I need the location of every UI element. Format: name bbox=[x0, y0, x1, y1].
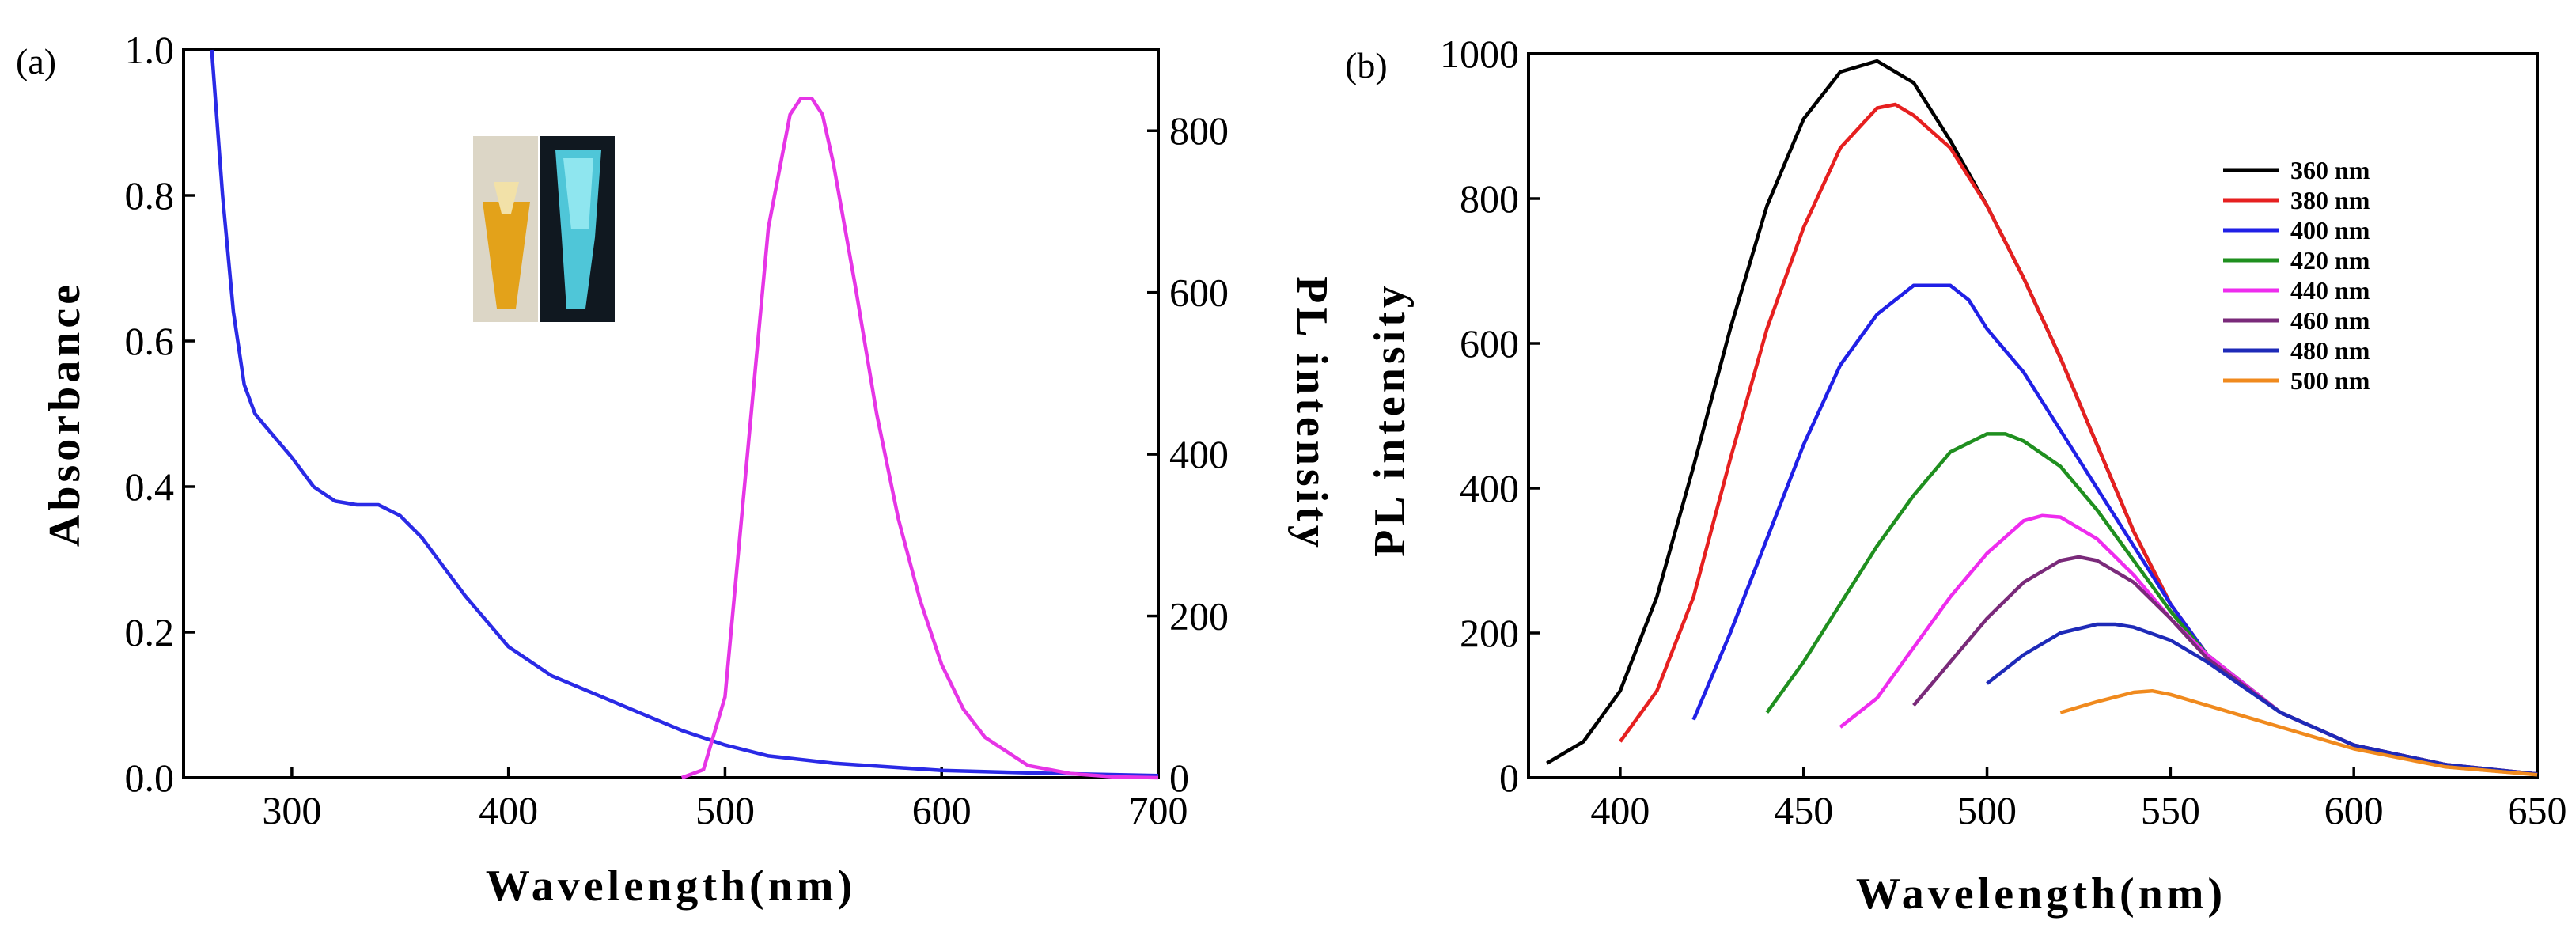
a-y-tick-label: 0.8 bbox=[125, 173, 175, 218]
a-series-line-absorbance bbox=[210, 49, 1159, 778]
a-x-tick-label: 700 bbox=[1129, 788, 1188, 832]
panel-a-label: (a) bbox=[16, 41, 56, 81]
a-x-tick-label: 500 bbox=[695, 788, 755, 832]
inset-vial-uv-glow bbox=[563, 158, 593, 229]
panel-a-plot-frame bbox=[182, 48, 1160, 779]
b-y-tick-label: 0 bbox=[1499, 756, 1519, 800]
b-x-tick-label: 550 bbox=[2141, 788, 2200, 832]
b-series-line-400-nm bbox=[1691, 283, 2538, 776]
b-y-tick-label: 800 bbox=[1460, 176, 1519, 221]
a-x-tick-label: 600 bbox=[912, 788, 972, 832]
a-y2-tick-label: 0 bbox=[1169, 756, 1189, 800]
panel-b-y-axis-label: PL intensity bbox=[1366, 282, 1415, 557]
b-series-line-360-nm bbox=[1546, 59, 2538, 776]
b-x-tick-label: 650 bbox=[2508, 788, 2567, 832]
a-y2-tick-label: 400 bbox=[1169, 432, 1229, 476]
legend-label: 400 nm bbox=[2290, 216, 2370, 244]
panel-b-series bbox=[1546, 59, 2538, 777]
panel-a-y2-axis-label: PL intensity bbox=[1287, 276, 1336, 551]
b-series-line-440-nm bbox=[1839, 513, 2538, 776]
legend-label: 360 nm bbox=[2290, 156, 2370, 184]
a-series-line-pl-intensity bbox=[680, 97, 1159, 780]
panel-b-label: (b) bbox=[1345, 45, 1388, 85]
b-series-line-500-nm bbox=[2059, 688, 2538, 777]
b-series-line-380-nm bbox=[1619, 102, 2538, 776]
panel-a: (a) 300 400 500 600 700 0.0 0.2 0.4 0.6 0.8 1.0 0 20… bbox=[16, 28, 1336, 911]
b-y-tick-label: 400 bbox=[1460, 466, 1519, 510]
panel-a-y-axis-label: Absorbance bbox=[40, 281, 89, 547]
a-x-tick-label: 400 bbox=[479, 788, 538, 832]
a-y2-tick-label: 800 bbox=[1169, 108, 1229, 153]
a-y2-tick-label: 200 bbox=[1169, 594, 1229, 639]
b-series-line-480-nm bbox=[1986, 622, 2538, 776]
panel-a-x-axis-label: Wavelength(nm) bbox=[486, 862, 856, 911]
a-y-tick-label: 0.2 bbox=[125, 610, 175, 654]
a-y-tick-label: 0.0 bbox=[125, 756, 175, 800]
b-x-tick-label: 400 bbox=[1590, 788, 1650, 832]
a-y-tick-label: 1.0 bbox=[125, 28, 175, 72]
legend-label: 440 nm bbox=[2290, 276, 2370, 305]
legend-label: 460 nm bbox=[2290, 306, 2370, 335]
a-y-tick-label: 0.6 bbox=[125, 319, 175, 363]
legend-label: 380 nm bbox=[2290, 186, 2370, 214]
panel-a-ticks: 300 400 500 600 700 0.0 0.2 0.4 0.6 0.8 1.0 0 200 400… bbox=[125, 28, 1229, 832]
b-y-tick-label: 600 bbox=[1460, 321, 1519, 366]
legend-label: 420 nm bbox=[2290, 246, 2370, 275]
legend-label: 500 nm bbox=[2290, 366, 2370, 395]
a-y2-tick-label: 600 bbox=[1169, 271, 1229, 315]
panel-b: (b) 400 450 500 550 600 65002004006008001000 … bbox=[1345, 32, 2567, 919]
b-x-tick-label: 450 bbox=[1774, 788, 1833, 832]
b-y-tick-label: 1000 bbox=[1440, 32, 1519, 76]
b-y-tick-label: 200 bbox=[1460, 611, 1519, 655]
panel-b-x-axis-label: Wavelength(nm) bbox=[1856, 870, 2226, 919]
a-y-tick-label: 0.4 bbox=[125, 464, 175, 509]
panel-b-ticks: 400 450 500 550 600 650 0 200 400 600 800 1000 bbox=[1440, 32, 2567, 832]
legend-label: 480 nm bbox=[2290, 336, 2370, 365]
a-x-tick-label: 300 bbox=[262, 788, 321, 832]
b-x-tick-label: 600 bbox=[2324, 788, 2384, 832]
panel-b-plot-frame bbox=[1527, 52, 2539, 779]
panel-a-inset-photo bbox=[473, 136, 615, 322]
b-x-tick-label: 500 bbox=[1957, 788, 2017, 832]
inset-vial-daylight-liquid bbox=[483, 202, 530, 309]
panel-a-series bbox=[210, 49, 1159, 780]
b-series-line-420-nm bbox=[1765, 432, 2538, 776]
inset-vial-daylight-highlight bbox=[494, 182, 519, 214]
